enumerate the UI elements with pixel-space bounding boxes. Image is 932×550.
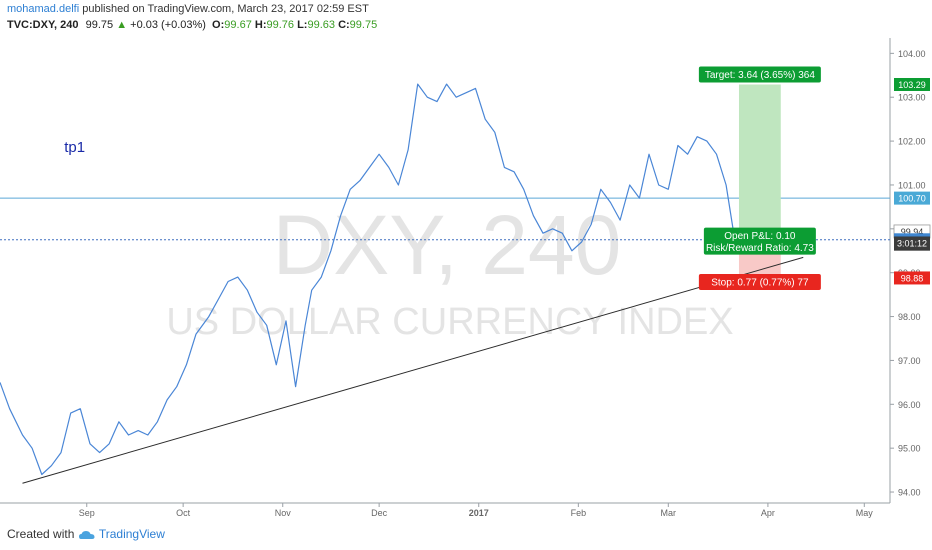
annotation-tp1: tp1 [64,139,85,156]
footer: Created with TradingView [7,527,165,541]
high-value: 99.76 [266,19,295,31]
published-text: published on TradingView.com, March 23, … [82,3,369,15]
entry-label-bg [703,227,816,255]
created-with-text: Created with [7,527,75,541]
x-tick-label: Sep [79,508,95,518]
price-tag: 100.70 [894,191,930,205]
up-arrow-icon: ▲ [116,19,128,31]
low-label: L: [297,19,308,31]
x-tick-label: May [856,508,874,518]
y-tick-label: 95.00 [898,444,921,454]
watermark-name: US DOLLAR CURRENCY INDEX [166,301,733,343]
price-tag-bg [894,191,930,205]
x-tick-label: Feb [571,508,587,518]
watermark-symbol: DXY, 240 [273,198,622,292]
author-link[interactable]: mohamad.delfi [7,3,80,15]
ohlc-legend: TVC:DXY, 240 99.75 ▲ +0.03 (+0.03%) O:99… [7,19,377,31]
y-tick-label: 103.00 [898,93,926,103]
target-zone [738,84,781,245]
x-tick-label: Dec [371,508,388,518]
price-chart[interactable]: DXY, 240 US DOLLAR CURRENCY INDEX 94.00 95.… [0,38,932,520]
y-tick-label: 104.00 [898,49,926,59]
open-pnl-label: Open P&L: 0.10 [724,231,796,242]
price-tag: 98.88 [894,271,930,285]
countdown-tag-bg [894,236,930,250]
x-tick-label: Mar [661,508,677,518]
close-label: C: [338,19,350,31]
y-tick-label: 94.00 [898,488,921,498]
price-tag-bg [894,78,930,91]
y-tick-label: 102.00 [898,137,926,147]
tradingview-brand[interactable]: TradingView [98,527,165,541]
price-tag-text: 103.29 [898,80,926,90]
target-label-text: Target: 3.64 (3.65%) 364 [705,70,816,81]
price-tag: 103.29 [894,78,930,91]
price-series-line [0,83,737,476]
price-tag-text: 99.94 [901,227,924,237]
countdown-tag-text: 3:01:12 [897,238,927,248]
price-tag-text: 98.88 [901,273,924,283]
stop-label-bg [698,273,821,290]
publication-line: mohamad.delfi published on TradingView.c… [7,3,369,15]
y-tick-label: 96.00 [898,400,921,410]
trendline [22,256,804,484]
high-label: H: [254,19,267,31]
open-label: O: [212,19,225,31]
stop-label-text: Stop: 0.77 (0.77%) 77 [711,277,809,288]
y-tick-label: 101.00 [898,180,926,190]
x-tick-label: 2017 [469,508,489,518]
risk-reward-label: Risk/Reward Ratio: 4.73 [706,243,814,254]
open-value: 99.67 [224,19,252,31]
price-change: +0.03 (+0.03%) [130,19,206,31]
y-tick-label: 98.00 [898,312,921,322]
close-value: 99.75 [349,19,378,31]
last-price: 99.75 [85,19,114,31]
price-tag-bg [894,271,930,285]
x-tick-label: Nov [275,508,292,518]
countdown-tag: 3:01:12 [894,236,930,250]
x-tick-label: Oct [176,508,191,518]
low-value: 99.63 [307,19,335,31]
price-tag-text: 100.70 [898,194,926,204]
tradingview-logo-icon [78,530,95,539]
stop-label-box: Stop: 0.77 (0.77%) 77 [698,273,821,290]
target-label-bg [698,66,821,83]
y-tick-label: 97.00 [898,356,921,366]
symbol-label[interactable]: TVC:DXY, 240 [7,19,79,31]
target-label-box: Target: 3.64 (3.65%) 364 [698,66,821,83]
x-tick-label: Apr [761,508,775,518]
